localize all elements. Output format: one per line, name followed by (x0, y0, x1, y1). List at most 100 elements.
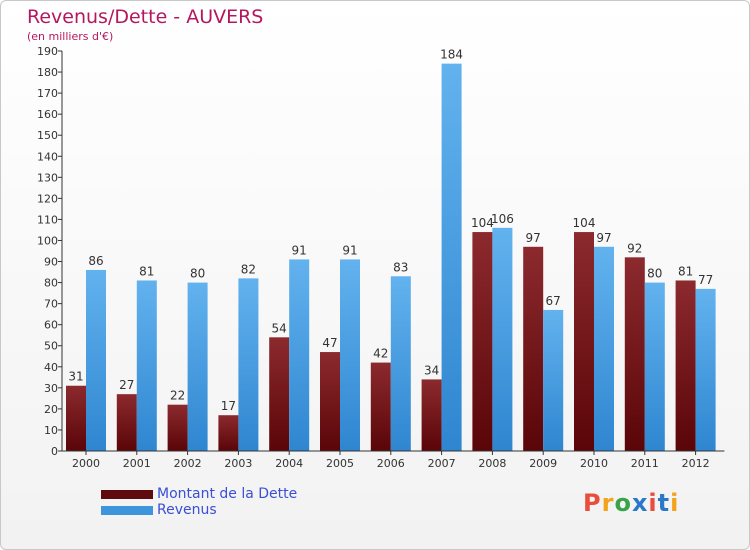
bar-dette (167, 404, 188, 451)
data-label-dette: 34 (424, 363, 439, 377)
proxiti-logo: Proxiti (583, 489, 679, 517)
data-label-dette: 31 (68, 370, 83, 384)
data-label-dette: 47 (322, 336, 337, 350)
data-label-revenus: 106 (491, 212, 514, 226)
logo-letter: P (583, 489, 602, 517)
y-tick-label: 180 (37, 66, 58, 79)
x-tick-label: 2003 (224, 457, 252, 470)
logo-letter: i (670, 489, 680, 517)
y-tick-label: 10 (44, 424, 58, 437)
legend-swatch-dette (101, 489, 153, 499)
x-tick-label: 2004 (275, 457, 303, 470)
bar-revenus (644, 282, 665, 451)
data-label-revenus: 184 (440, 48, 463, 62)
data-label-dette: 81 (678, 264, 693, 278)
bar-revenus (695, 288, 716, 451)
data-label-dette: 92 (627, 241, 642, 255)
y-tick-label: 170 (37, 87, 58, 100)
data-label-dette: 42 (373, 347, 388, 361)
y-tick-label: 70 (44, 298, 58, 311)
x-tick-label: 2010 (580, 457, 608, 470)
y-tick-label: 30 (44, 382, 58, 395)
x-tick-label: 2006 (377, 457, 405, 470)
bar-dette (624, 257, 645, 451)
data-label-dette: 54 (272, 321, 287, 335)
bar-dette (66, 385, 86, 451)
bar-dette (218, 415, 239, 451)
data-label-dette: 27 (119, 378, 134, 392)
data-label-dette: 97 (526, 231, 541, 245)
bar-revenus (136, 280, 157, 451)
data-label-revenus: 83 (393, 260, 408, 274)
x-tick-label: 2001 (123, 457, 151, 470)
bar-revenus (187, 282, 208, 451)
data-label-revenus: 86 (88, 254, 103, 268)
x-tick-label: 2007 (428, 457, 456, 470)
y-tick-label: 0 (51, 445, 58, 458)
y-tick-label: 100 (37, 234, 58, 247)
bar-revenus (543, 309, 564, 451)
bar-dette (116, 394, 137, 451)
y-tick-label: 80 (44, 277, 58, 290)
bar-revenus (289, 259, 310, 451)
x-tick-label: 2009 (529, 457, 557, 470)
y-tick-label: 130 (37, 171, 58, 184)
y-tick-label: 160 (37, 108, 58, 121)
bar-dette (574, 232, 594, 451)
data-label-revenus: 80 (190, 267, 205, 281)
y-tick-label: 120 (37, 192, 58, 205)
logo-letter: t (657, 489, 671, 517)
data-label-dette: 17 (221, 399, 236, 413)
y-tick-label: 140 (37, 150, 58, 163)
bar-revenus (390, 276, 411, 451)
x-tick-label: 2008 (478, 457, 506, 470)
x-tick-label: 2002 (174, 457, 202, 470)
chart-title: Revenus/Dette - AUVERS (27, 6, 264, 28)
y-tick-label: 110 (37, 213, 58, 226)
data-label-revenus: 80 (647, 267, 662, 281)
bar-revenus (492, 227, 513, 451)
y-tick-label: 150 (37, 129, 58, 142)
data-label-dette: 104 (471, 216, 494, 230)
y-tick-label: 190 (37, 45, 58, 58)
y-tick-label: 60 (44, 319, 58, 332)
bar-dette (421, 379, 442, 451)
legend-item-revenus: Revenus (101, 502, 297, 518)
data-label-dette: 22 (170, 389, 185, 403)
y-tick-label: 40 (44, 361, 58, 374)
bar-revenus (594, 246, 614, 451)
chart-subtitle: (en milliers d'€) (27, 30, 114, 43)
bar-dette (370, 362, 391, 451)
logo-letter: r (601, 489, 615, 517)
x-tick-label: 2000 (72, 457, 100, 470)
data-label-revenus: 82 (241, 262, 256, 276)
x-tick-label: 2011 (631, 457, 659, 470)
x-axis: 2000 2001 2002 2003 2004 2005 2006 2007 2008 2009… (62, 450, 725, 470)
data-label-revenus: 91 (292, 243, 307, 257)
bar-dette (269, 337, 290, 451)
logo-letter: x (631, 489, 649, 517)
y-tick-label: 20 (44, 403, 58, 416)
legend-swatch-revenus (101, 505, 153, 515)
data-label-revenus: 81 (139, 264, 154, 278)
y-tick-label: 50 (44, 340, 58, 353)
bar-dette (320, 352, 340, 451)
bar-dette (523, 246, 544, 451)
data-label-revenus: 77 (698, 273, 713, 287)
legend-label-revenus: Revenus (157, 502, 217, 518)
legend: Montant de la Dette Revenus (101, 486, 297, 518)
y-tick-label: 90 (44, 256, 58, 269)
y-axis: 0 10 20 30 40 50 60 70 80 90 100 110 120 130 140 150 160… (37, 45, 63, 458)
bar-dette (472, 232, 493, 451)
x-tick-label: 2012 (682, 457, 710, 470)
bar-revenus (238, 278, 259, 451)
logo-letter: o (614, 489, 632, 517)
bar-revenus (86, 269, 106, 451)
bar-dette (675, 280, 696, 451)
data-label-revenus: 67 (546, 294, 561, 308)
data-label-revenus: 91 (342, 243, 357, 257)
logo-letter: i (648, 489, 658, 517)
